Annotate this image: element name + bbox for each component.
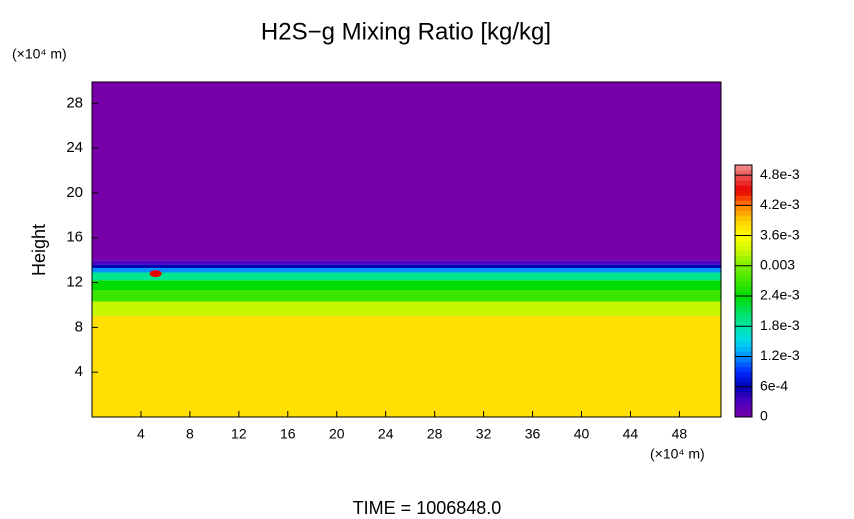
x-tick-label: 24 xyxy=(378,426,394,442)
colorbar-step xyxy=(735,265,752,272)
colorbar-step xyxy=(735,195,752,201)
x-tick-label: 36 xyxy=(525,426,541,442)
y-tick-label: 20 xyxy=(66,184,83,201)
colorbar-step xyxy=(735,371,752,378)
colorbar-tick-label: 0.003 xyxy=(760,257,795,273)
colorbar-step xyxy=(735,190,752,196)
y-tick-label: 12 xyxy=(66,274,83,291)
colorbar-step xyxy=(735,210,752,216)
x-tick-label: 12 xyxy=(231,426,247,442)
heat-band xyxy=(92,267,721,273)
chart-title: H2S−g Mixing Ratio [kg/kg] xyxy=(261,18,551,45)
y-tick-label: 16 xyxy=(66,229,83,246)
colorbar-step xyxy=(735,285,752,292)
x-tick-label: 16 xyxy=(280,426,296,442)
colorbar-step xyxy=(735,245,752,252)
colorbar-tick-label: 6e-4 xyxy=(760,377,788,393)
colorbar-step xyxy=(735,301,752,307)
colorbar-step xyxy=(735,326,752,332)
colorbar-step xyxy=(735,401,752,408)
x-tick-label: 40 xyxy=(574,426,590,442)
colorbar-step xyxy=(735,381,752,388)
colorbar-tick-label: 2.4e-3 xyxy=(760,287,800,303)
colorbar-step xyxy=(735,341,752,347)
colorbar-step xyxy=(735,225,752,232)
x-tick-label: 32 xyxy=(476,426,492,442)
x-tick-label: 44 xyxy=(623,426,639,442)
x-unit: (×10⁴ m) xyxy=(650,446,705,462)
colorbar-tick-label: 4.2e-3 xyxy=(760,196,800,212)
heat-band xyxy=(92,316,721,417)
colorbar-step xyxy=(735,321,752,327)
heat-band xyxy=(92,301,721,317)
colorbar-step xyxy=(735,275,752,282)
colorbar-step xyxy=(735,356,752,363)
x-tick-label: 4 xyxy=(137,426,145,442)
colorbar-step xyxy=(735,296,752,302)
colorbar-tick-label: 1.8e-3 xyxy=(760,317,800,333)
colorbar-step xyxy=(735,406,752,413)
colorbar-step xyxy=(735,316,752,322)
colorbar-step xyxy=(735,250,752,257)
colorbar-step xyxy=(735,336,752,342)
colorbar-step xyxy=(735,165,752,171)
heat-band xyxy=(92,82,721,261)
x-tick-label: 28 xyxy=(427,426,443,442)
heat-band xyxy=(92,280,721,291)
plot-frame xyxy=(91,81,722,418)
colorbar-step xyxy=(735,306,752,312)
colorbar-tick-label: 1.2e-3 xyxy=(760,347,800,363)
colorbar-tick-label: 0 xyxy=(760,408,768,424)
x-tick-label: 8 xyxy=(186,426,194,442)
y-tick-label: 28 xyxy=(66,94,83,111)
colorbar-step xyxy=(735,215,752,221)
colorbar-tick-label: 3.6e-3 xyxy=(760,226,800,242)
x-tick-label: 48 xyxy=(672,426,688,442)
colorbar-step xyxy=(735,386,752,393)
y-tick-label: 4 xyxy=(75,363,83,380)
colorbar-step xyxy=(735,235,752,242)
heat-band xyxy=(92,290,721,302)
colorbar-step xyxy=(735,220,752,226)
colorbar-step xyxy=(735,230,752,237)
colorbar-step xyxy=(735,205,752,211)
colorbar-step xyxy=(735,411,752,418)
colorbar-step xyxy=(735,270,752,277)
hotspot xyxy=(149,270,162,278)
colorbar-step xyxy=(735,180,752,186)
colorbar-step xyxy=(735,361,752,368)
colorbar-step xyxy=(735,351,752,358)
colorbar-step xyxy=(735,346,752,352)
colorbar-step xyxy=(735,331,752,337)
y-tick-label: 24 xyxy=(66,139,83,156)
heat-band xyxy=(92,264,721,268)
colorbar-step xyxy=(735,280,752,287)
colorbar-step xyxy=(735,240,752,247)
colorbar-step xyxy=(735,175,752,181)
colorbar-step xyxy=(735,260,752,267)
colorbar-step xyxy=(735,185,752,191)
y-axis-label: Height xyxy=(29,224,49,276)
colorbar-step xyxy=(735,396,752,403)
colorbar-step xyxy=(735,366,752,373)
y-tick-label: 8 xyxy=(75,318,83,335)
colorbar-step xyxy=(735,170,752,176)
colorbar-step xyxy=(735,391,752,398)
colorbar-step xyxy=(735,255,752,262)
colorbar-step xyxy=(735,291,752,297)
colorbar-step xyxy=(735,376,752,383)
x-tick-label: 20 xyxy=(329,426,345,442)
heat-band xyxy=(92,272,721,281)
colorbar-step xyxy=(735,200,752,206)
heat-band xyxy=(92,260,721,265)
colorbar-tick-label: 4.8e-3 xyxy=(760,166,800,182)
footer: TIME = 1006848.0 xyxy=(353,498,502,518)
colorbar-step xyxy=(735,311,752,317)
y-unit: (×10⁴ m) xyxy=(12,46,67,62)
